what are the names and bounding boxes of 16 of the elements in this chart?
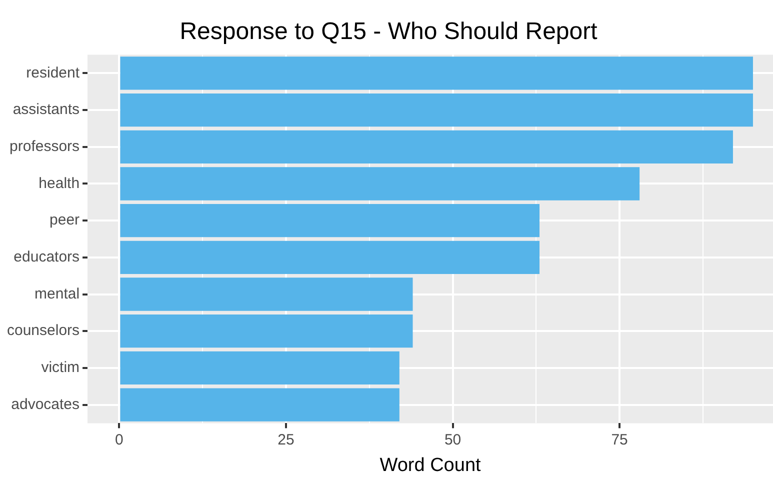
y-tick-label: advocates	[11, 396, 80, 413]
y-tick-label: resident	[26, 64, 80, 82]
x-tick-label: 0	[115, 431, 124, 448]
x-tick-label: 75	[611, 431, 628, 448]
y-tick-label: assistants	[12, 101, 80, 118]
y-tick-label: professors	[10, 138, 80, 156]
x-tick-label: 25	[278, 431, 294, 448]
chart-title: Response to Q15 - Who Should Report	[180, 18, 598, 46]
x-tick-label: 50	[444, 431, 462, 448]
y-tick-label: victim	[41, 359, 80, 376]
y-tick-label: counselors	[6, 322, 80, 340]
y-tick-label: health	[38, 174, 80, 192]
y-tick-label: educators	[14, 248, 80, 266]
y-tick-label: mental	[34, 285, 80, 302]
y-tick-label: peer	[50, 212, 80, 229]
x-axis-title: Word Count	[380, 454, 482, 476]
